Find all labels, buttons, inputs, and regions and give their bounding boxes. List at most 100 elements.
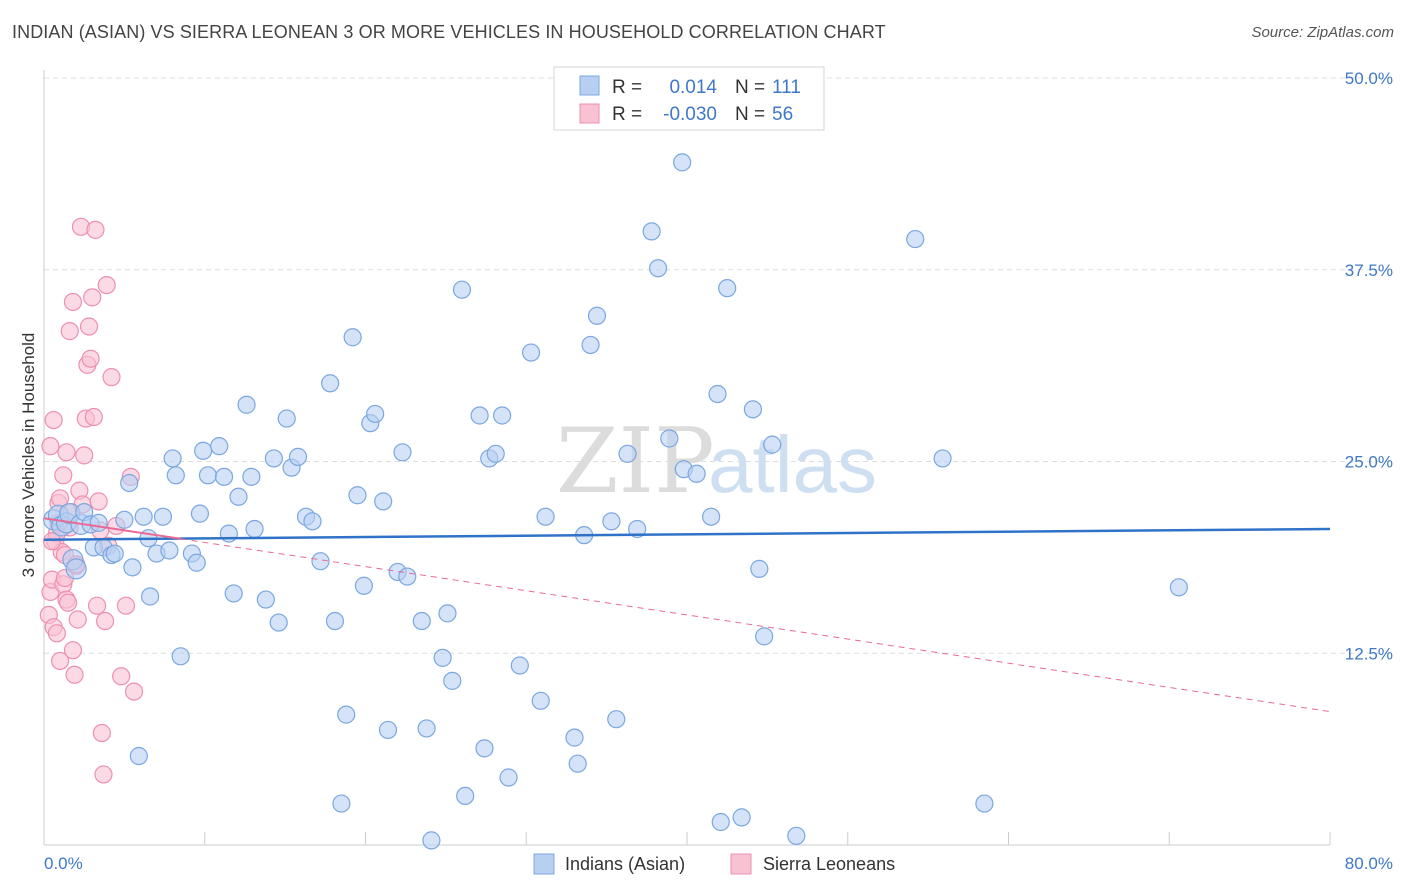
indians-asian-point bbox=[422, 831, 441, 850]
sierra-leoneans-point bbox=[86, 220, 105, 239]
indians-asian-point bbox=[673, 153, 692, 172]
x-ticks bbox=[43, 832, 1331, 845]
y-tick-labels: 12.5% 25.0% 37.5% 50.0% bbox=[1345, 69, 1393, 663]
indians-asian-points bbox=[43, 153, 1188, 850]
indians-asian-point bbox=[660, 429, 679, 448]
series-legend-label-indians: Indians (Asian) bbox=[565, 854, 685, 874]
indians-asian-point bbox=[975, 794, 994, 813]
indians-asian-point bbox=[536, 507, 555, 526]
y-tick-label: 25.0% bbox=[1345, 453, 1393, 472]
series-legend-swatch-sierra-leoneans bbox=[730, 853, 752, 875]
indians-asian-point bbox=[160, 541, 179, 560]
series-legend: Indians (Asian) Sierra Leoneans bbox=[533, 853, 895, 875]
indians-asian-point bbox=[743, 400, 763, 419]
chart-title: INDIAN (ASIAN) VS SIERRA LEONEAN 3 OR MO… bbox=[12, 22, 886, 42]
sierra-leoneans-point bbox=[87, 596, 107, 615]
indians-asian-point bbox=[134, 507, 153, 526]
series-legend-label-sierra-leoneans: Sierra Leoneans bbox=[763, 854, 895, 874]
indians-asian-point bbox=[288, 447, 308, 466]
indians-asian-point bbox=[325, 611, 345, 631]
indians-asian-point bbox=[618, 444, 637, 463]
sierra-leoneans-point bbox=[44, 410, 63, 430]
indians-asian-point bbox=[493, 406, 512, 425]
sierra-leoneans-point bbox=[65, 665, 84, 684]
indians-asian-point bbox=[438, 604, 457, 623]
indians-asian-point bbox=[521, 343, 541, 362]
sierra-leoneans-point bbox=[84, 407, 103, 427]
indians-asian-point bbox=[348, 486, 367, 505]
legend-r-label-2: R = bbox=[612, 104, 642, 125]
indians-asian-point bbox=[642, 222, 661, 241]
watermark-atlas: atlas bbox=[708, 420, 877, 509]
indians-asian-point bbox=[245, 519, 264, 539]
indians-asian-point bbox=[115, 510, 134, 529]
indians-asian-point bbox=[187, 553, 206, 572]
stats-legend: R = 0.014 N = 111 R = -0.030 N = 56 bbox=[553, 66, 825, 131]
indians-asian-point bbox=[763, 435, 782, 454]
indians-asian-point bbox=[194, 441, 213, 460]
indians-asian-point bbox=[256, 590, 275, 609]
y-tick-label: 12.5% bbox=[1345, 644, 1393, 663]
indians-asian-point bbox=[242, 467, 261, 486]
indians-asian-point bbox=[1169, 578, 1188, 597]
indians-asian-point bbox=[718, 279, 737, 298]
sierra-leoneans-point bbox=[57, 443, 76, 462]
indians-asian-point bbox=[337, 705, 356, 724]
source-label: Source: ZipAtlas.com bbox=[1251, 24, 1394, 41]
indians-asian-point bbox=[486, 444, 505, 463]
indians-asian-point bbox=[565, 728, 584, 747]
indians-asian-point bbox=[374, 492, 393, 511]
legend-n-label-2: N = bbox=[735, 104, 765, 125]
indians-asian-point bbox=[354, 576, 373, 595]
legend-r-label-1: R = bbox=[612, 77, 642, 98]
indians-asian-point bbox=[628, 519, 647, 539]
sierra-leoneans-point bbox=[102, 368, 121, 387]
legend-swatch-pink bbox=[579, 103, 600, 124]
indians-asian-point bbox=[171, 647, 190, 666]
indians-asian-point bbox=[456, 786, 475, 806]
indians-asian-point bbox=[277, 409, 296, 428]
y-axis-label: 3 or more Vehicles in Household bbox=[19, 333, 38, 578]
sierra-leoneans-point bbox=[59, 593, 78, 612]
indians-asian-point bbox=[153, 507, 173, 526]
sierra-leoneans-trend-line-dashed bbox=[180, 538, 1331, 713]
indians-asian-point bbox=[607, 710, 626, 729]
sierra-leoneans-point bbox=[95, 611, 115, 631]
indians-asian-point bbox=[366, 404, 385, 424]
sierra-leoneans-point bbox=[124, 682, 144, 701]
indians-asian-point bbox=[343, 328, 362, 347]
indians-asian-point bbox=[311, 552, 330, 571]
sierra-leoneans-point bbox=[92, 723, 111, 743]
legend-n-value-2: 56 bbox=[772, 104, 793, 125]
gridlines bbox=[44, 77, 1393, 654]
indians-asian-point bbox=[510, 656, 529, 675]
indians-asian-point bbox=[568, 754, 587, 773]
sierra-leoneans-point bbox=[116, 596, 136, 615]
sierra-leoneans-point bbox=[63, 292, 83, 312]
sierra-leoneans-point bbox=[97, 275, 116, 295]
indians-asian-point bbox=[755, 627, 774, 646]
indians-asian-point bbox=[648, 259, 668, 278]
indians-asian-point bbox=[269, 613, 288, 632]
indians-asian-point bbox=[687, 464, 706, 483]
y-tick-label: 37.5% bbox=[1345, 261, 1393, 280]
indians-asian-point bbox=[190, 504, 210, 523]
sierra-leoneans-trend-line-solid bbox=[43, 517, 181, 540]
indians-asian-point bbox=[702, 507, 721, 526]
legend-swatch-blue bbox=[579, 75, 600, 96]
sierra-leoneans-point bbox=[81, 349, 100, 368]
x-tick-label-max: 80.0% bbox=[1345, 854, 1393, 873]
indians-asian-point bbox=[210, 437, 229, 456]
indians-asian-point bbox=[499, 768, 518, 787]
indians-asian-point bbox=[224, 584, 243, 603]
y-tick-label: 50.0% bbox=[1345, 69, 1393, 88]
legend-n-label-1: N = bbox=[735, 77, 765, 98]
indians-asian-point bbox=[531, 691, 550, 710]
sierra-leoneans-point bbox=[89, 492, 108, 511]
indians-asian-point bbox=[443, 671, 462, 690]
indians-asian-point bbox=[140, 587, 160, 606]
indians-asian-point bbox=[198, 466, 218, 485]
indians-asian-point bbox=[163, 449, 182, 468]
indians-asian-point bbox=[470, 406, 489, 425]
